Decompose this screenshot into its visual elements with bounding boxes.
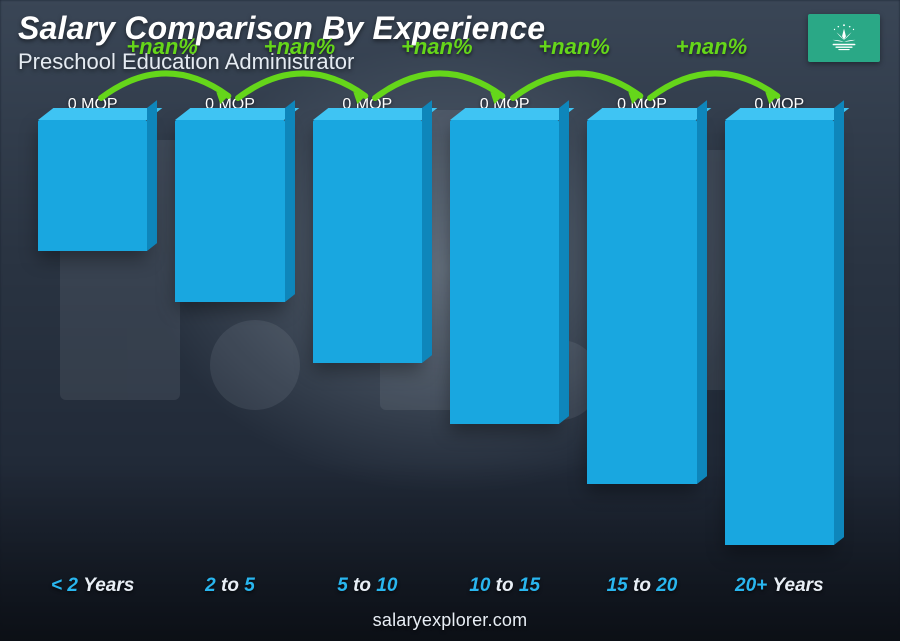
bar-wrap: 0 MOP [587,96,696,563]
bar [38,120,147,251]
bar-wrap: 0 MOP [175,96,284,563]
bars-row: 0 MOP 0 MOP 0 MOP 0 MOP 0 MOP 0 MOP [30,96,842,563]
bar [313,120,422,363]
x-axis-label: 20+ Years [725,575,834,597]
flag-badge [808,14,880,62]
x-axis-label: 10 to 15 [450,575,559,597]
x-axis-label: 5 to 10 [313,575,422,597]
x-axis: < 2 Years 2 to 5 5 to 10 10 to 15 15 to 20 20… [30,575,842,597]
bar-wrap: 0 MOP [725,96,834,563]
bar [725,120,834,545]
footer-brand: salaryexplorer.com [0,610,900,631]
page-subtitle: Preschool Education Administrator [18,49,882,75]
lotus-icon [825,19,863,57]
container: Salary Comparison By Experience Preschoo… [0,0,900,641]
bar [450,120,559,424]
bar [175,120,284,302]
bar-wrap: 0 MOP [450,96,559,563]
bar-wrap: 0 MOP [38,96,147,563]
bar-wrap: 0 MOP [313,96,422,563]
page-title: Salary Comparison By Experience [18,10,882,47]
chart-area: 0 MOP0 MOP0 MOP0 MOP0 MOP0 MOP +nan%+nan… [30,96,842,563]
bar [587,120,696,484]
x-axis-label: 15 to 20 [587,575,696,597]
x-axis-label: 2 to 5 [175,575,284,597]
x-axis-label: < 2 Years [38,575,147,597]
